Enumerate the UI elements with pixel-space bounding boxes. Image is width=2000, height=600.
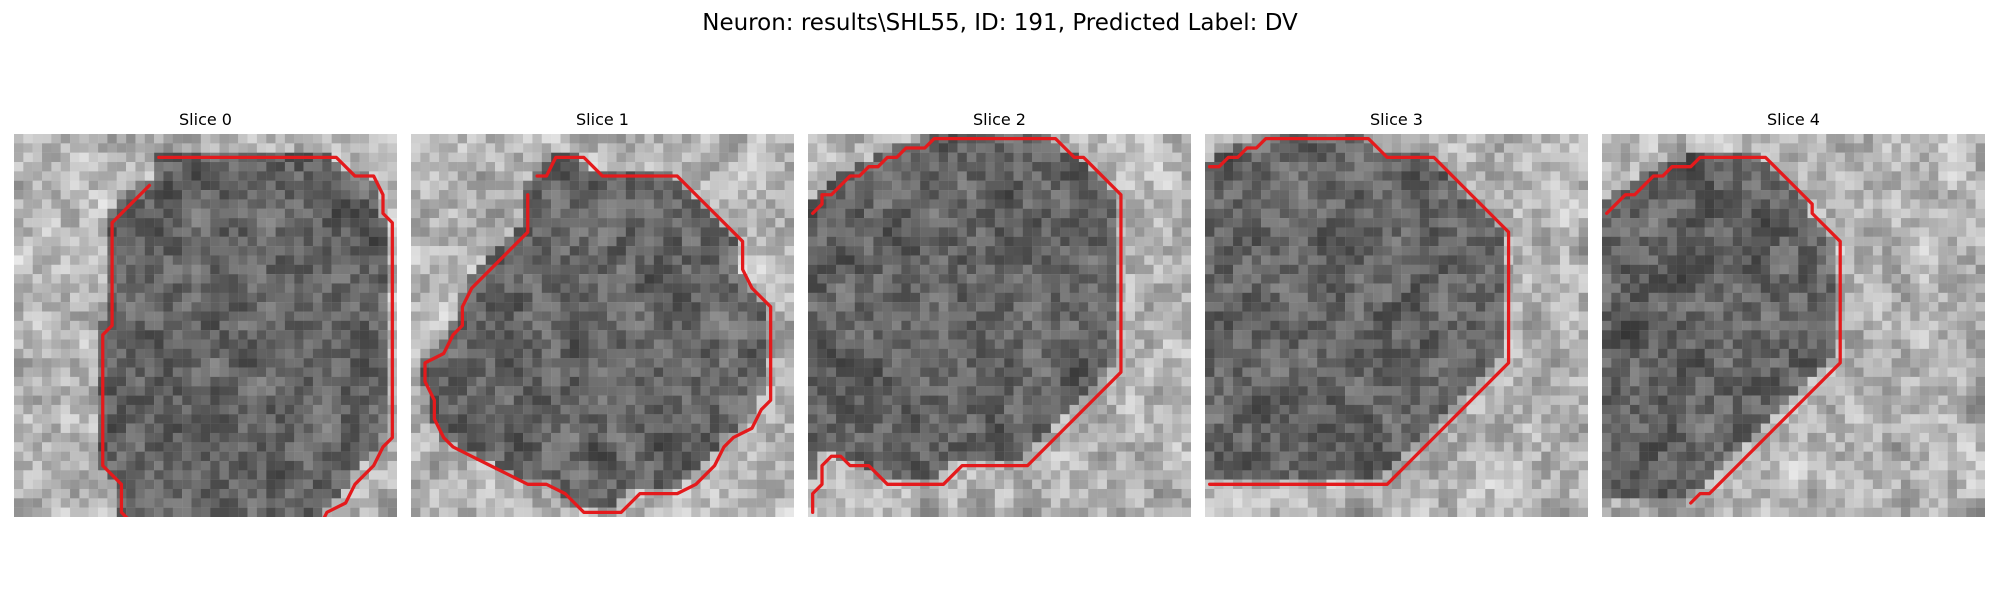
grayscale-pixels xyxy=(808,134,1191,517)
neuron-contour xyxy=(1208,137,1511,486)
grayscale-pixels xyxy=(1205,134,1588,517)
grayscale-pixels xyxy=(14,134,397,517)
slice-title-0: Slice 0 xyxy=(179,110,232,129)
slice-image-0 xyxy=(14,134,397,517)
slice-image-1 xyxy=(411,134,794,517)
slice-image-3 xyxy=(1205,134,1588,517)
grayscale-pixels xyxy=(411,134,794,517)
slice-title-3: Slice 3 xyxy=(1370,110,1423,129)
slice-title-2: Slice 2 xyxy=(973,110,1026,129)
slice-title-4: Slice 4 xyxy=(1767,110,1820,129)
neuron-contour xyxy=(811,137,1123,514)
slice-image-2 xyxy=(808,134,1191,517)
slice-title-1: Slice 1 xyxy=(576,110,629,129)
grayscale-pixels xyxy=(1602,134,1985,517)
slice-image-4 xyxy=(1602,134,1985,517)
neuron-contour xyxy=(423,155,773,514)
neuron-contour xyxy=(1605,155,1842,505)
neuron-contour xyxy=(101,155,394,517)
figure-title: Neuron: results\SHL55, ID: 191, Predicte… xyxy=(702,10,1298,36)
